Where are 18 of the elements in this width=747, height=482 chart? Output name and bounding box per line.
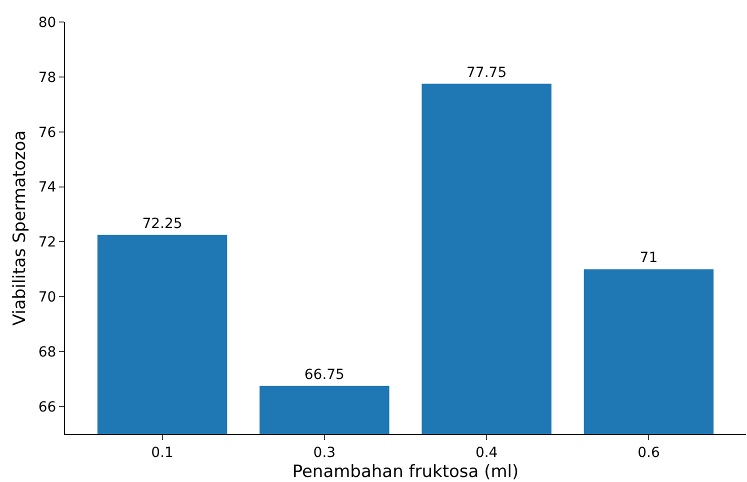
x-axis-title: Penambahan fruktosa (ml) [292,462,519,482]
x-tick-label: 0.3 [313,444,336,461]
y-tick-label: 80 [38,14,56,31]
y-tick-label: 78 [38,70,56,86]
data-label: 72.25 [142,216,182,232]
y-axis-title: Viabilitas Spermatozoa [10,130,30,326]
x-tick-label: 0.4 [475,444,498,461]
data-label: 66.75 [304,366,344,383]
x-tick-label: 0.6 [638,444,660,461]
y-tick-label: 70 [38,290,56,306]
y-tick-label: 72 [38,234,56,251]
y-tick-label: 76 [38,124,56,141]
y-tick-label: 74 [38,180,56,196]
y-tick-label: 68 [38,344,56,360]
y-tick-label: 66 [38,399,56,416]
data-label: 77.75 [466,64,507,81]
data-label: 71 [640,250,658,266]
x-tick-label: 0.1 [151,444,174,461]
